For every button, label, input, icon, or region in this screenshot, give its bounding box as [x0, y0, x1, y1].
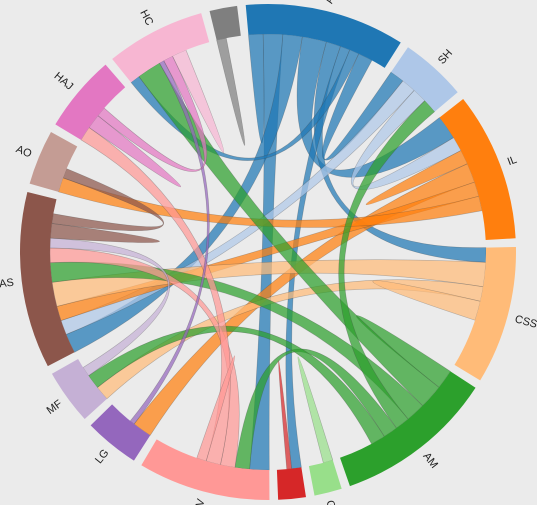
group-arc-4[interactable] [340, 371, 476, 487]
group-label-5: GB [324, 499, 340, 505]
ribbon-35[interactable] [216, 37, 246, 146]
ribbon-32[interactable] [88, 115, 182, 188]
group-label-9: MF [45, 398, 65, 417]
ribbon-28[interactable] [129, 60, 210, 425]
group-arc-14[interactable] [209, 5, 241, 41]
ribbon-10[interactable] [365, 150, 468, 206]
group-arc-6[interactable] [276, 467, 306, 500]
group-arc-2[interactable] [439, 98, 516, 240]
group-label-12: HAJ [52, 70, 76, 93]
group-label-14: SH [212, 0, 227, 1]
ribbon-24[interactable] [278, 360, 292, 470]
group-label-8: LG [93, 447, 112, 466]
ribbon-31[interactable] [51, 168, 164, 231]
group-arc-12[interactable] [55, 64, 126, 140]
ribbon-23[interactable] [297, 356, 334, 464]
ribbon-20[interactable] [338, 100, 436, 429]
group-label-2: IL [506, 154, 519, 168]
group-label-7: SV [192, 497, 208, 505]
ribbon-0[interactable] [248, 33, 265, 144]
ribbon-9[interactable] [350, 89, 462, 190]
ribbon-13[interactable] [58, 177, 483, 228]
group-arcs [19, 3, 517, 501]
ribbon-21[interactable] [234, 348, 397, 470]
group-label-13: HC [137, 8, 155, 28]
group-arc-9[interactable] [51, 359, 107, 420]
group-arc-8[interactable] [90, 404, 151, 461]
group-label-3: CSS [513, 313, 537, 330]
group-arc-3[interactable] [454, 246, 517, 381]
group-arc-7[interactable] [141, 439, 270, 501]
ribbon-18[interactable] [138, 62, 440, 407]
group-arc-1[interactable] [391, 47, 458, 112]
ribbon-30[interactable] [50, 223, 160, 243]
group-arc-13[interactable] [112, 13, 210, 83]
ribbon-8[interactable] [60, 80, 415, 335]
group-label-10: AS [0, 277, 15, 291]
ribbon-34[interactable] [172, 49, 225, 153]
ribbon-29[interactable] [49, 237, 170, 377]
group-arc-11[interactable] [29, 131, 78, 192]
group-label-0: AS [323, 0, 338, 5]
group-label-4: AM [420, 450, 440, 470]
group-arc-10[interactable] [19, 191, 75, 367]
group-arc-0[interactable] [245, 3, 401, 68]
group-arc-5[interactable] [308, 460, 342, 496]
ribbons-group [49, 33, 487, 471]
group-label-1: SH [436, 47, 455, 66]
ribbon-16[interactable] [372, 280, 481, 321]
group-label-11: AO [14, 143, 34, 160]
